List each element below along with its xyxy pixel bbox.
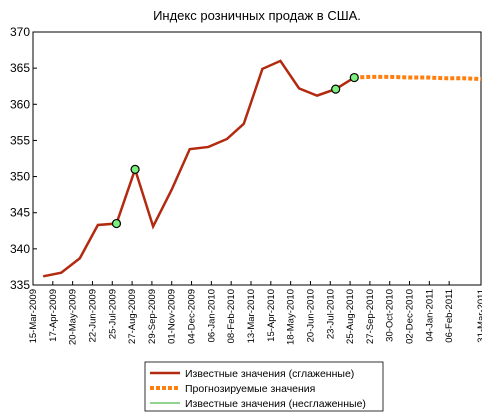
chart-title: Индекс розничных продаж в США. — [153, 8, 361, 23]
legend-label: Известные значения (сглаженные) — [185, 368, 354, 380]
x-tick-label: 02-Dec-2010 — [405, 289, 416, 344]
y-tick-label: 370 — [10, 25, 30, 39]
x-tick-label: 30-Oct-2010 — [385, 289, 396, 342]
x-tick-label: 20-Jun-2010 — [305, 289, 316, 342]
legend: Известные значения (сглаженные) Прогнозир… — [144, 361, 384, 412]
legend-box — [144, 361, 384, 412]
x-tick-label: 01-Nov-2009 — [167, 289, 178, 344]
x-tick-label: 20-May-2009 — [68, 289, 79, 345]
y-tick-label: 360 — [10, 97, 30, 111]
x-tick-label: 15-Apr-2010 — [266, 289, 277, 342]
x-tick-label: 25-Jul-2009 — [107, 289, 118, 339]
y-tick-label: 340 — [10, 242, 30, 256]
x-tick-label: 25-Aug-2010 — [345, 289, 356, 344]
highlight-point — [331, 84, 341, 94]
x-tick-label: 23-Jul-2010 — [325, 289, 336, 339]
x-tick-label: 13-Mar-2010 — [246, 289, 257, 343]
x-tick-label: 06-Feb-2011 — [444, 289, 455, 343]
x-tick-label: 22-Jun-2009 — [87, 289, 98, 342]
y-tick-label: 365 — [10, 61, 30, 75]
legend-label: Прогнозируемые значения — [185, 383, 315, 395]
y-tick-label: 335 — [10, 278, 30, 292]
highlight-point — [111, 218, 122, 229]
highlight-point — [349, 72, 359, 83]
series-line — [354, 74, 482, 81]
x-tick-label: 04-Jan-2011 — [424, 289, 435, 342]
plot-area — [32, 31, 482, 286]
x-tick-label: 29-Sep-2009 — [147, 289, 158, 344]
y-tick-label: 345 — [10, 206, 30, 220]
x-tick-label: 27-Sep-2010 — [365, 289, 376, 344]
legend-label: Известные значения (несглаженные) — [185, 398, 366, 410]
x-tick-label: 18-May-2010 — [286, 289, 297, 345]
series-line — [42, 59, 355, 278]
x-tick-label: 31-Mar-2011 — [476, 289, 482, 343]
x-tick-label: 08-Feb-2010 — [226, 289, 237, 343]
x-tick-label: 15-Mar-2009 — [28, 289, 39, 343]
x-tick-label: 06-Jan-2010 — [206, 289, 217, 342]
y-tick-label: 355 — [10, 133, 30, 147]
highlight-point — [130, 164, 140, 174]
x-tick-label: 27-Aug-2009 — [127, 289, 138, 344]
x-tick-label: 04-Dec-2009 — [187, 289, 198, 344]
x-tick-label: 17-Apr-2009 — [48, 289, 59, 342]
y-tick-label: 350 — [10, 170, 30, 184]
